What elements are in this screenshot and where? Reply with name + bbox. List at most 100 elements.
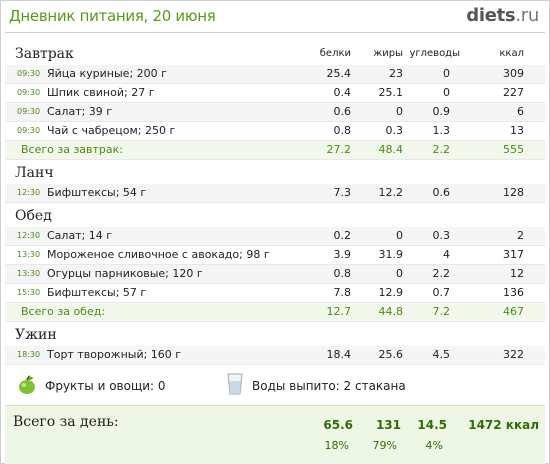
row-carbs: 0.6: [432, 186, 451, 199]
col-head-protein: белки: [319, 48, 351, 59]
row-fat: 25.6: [378, 348, 404, 361]
row-time: 09:30: [17, 88, 41, 97]
row-time: 13:30: [17, 250, 41, 259]
day-total-protein: 65.6: [323, 418, 353, 432]
brand-name: diets: [466, 5, 516, 26]
row-protein: 3.9: [333, 248, 352, 261]
row-carbs: 0.3: [432, 229, 451, 242]
food-row[interactable]: 18:30 Торт творожный; 160 г 18.4 25.6 4.…: [5, 346, 545, 365]
row-fat: 0.3: [385, 124, 404, 137]
meal-name: Завтрак: [15, 46, 74, 62]
col-head-fat: жиры: [373, 48, 403, 59]
row-carbs: 4.5: [432, 348, 451, 361]
brand-logo[interactable]: diets.ru: [466, 5, 539, 26]
row-kcal: 12: [510, 267, 524, 280]
meal-header: Ужин: [5, 322, 545, 346]
row-carbs: 4: [443, 248, 450, 261]
water-drunk-count: Воды выпито: 2 стакана: [252, 379, 406, 393]
row-food[interactable]: Яйца куриные; 200 г: [47, 67, 167, 80]
row-time: 13:30: [17, 269, 41, 278]
meal-header: Завтрак белки жиры углеводы ккал: [5, 41, 545, 65]
food-row[interactable]: 15:30 Бифштексы; 57 г 7.8 12.9 0.7 136: [5, 284, 545, 303]
total-carbs: 2.2: [432, 143, 451, 156]
row-carbs: 0: [443, 67, 450, 80]
row-food[interactable]: Шпик свиной; 27 г: [47, 86, 155, 99]
row-kcal: 136: [503, 286, 524, 299]
day-total-carbs: 14.5: [417, 418, 447, 432]
row-protein: 7.8: [333, 286, 352, 299]
col-head-carbs: углеводы: [409, 48, 460, 59]
fruits-vegetables-count: Фрукты и овощи: 0: [45, 379, 166, 393]
food-row[interactable]: 12:30 Салат; 14 г 0.2 0 0.3 2: [5, 227, 545, 246]
row-food[interactable]: Бифштексы; 54 г: [47, 186, 147, 199]
total-carbs: 7.2: [432, 305, 451, 318]
brand-tld: .ru: [515, 5, 539, 26]
food-row[interactable]: 09:30 Яйца куриные; 200 г 25.4 23 0 309: [5, 65, 545, 84]
meals-list: Завтрак белки жиры углеводы ккал 09:30 Я…: [5, 41, 545, 405]
row-kcal: 309: [503, 67, 524, 80]
extras-row: Фрукты и овощи: 0 Воды выпито: 2 стакана: [5, 365, 545, 405]
row-protein: 7.3: [333, 186, 352, 199]
col-head-kcal: ккал: [499, 48, 524, 59]
row-kcal: 6: [517, 105, 524, 118]
meal-name: Ужин: [15, 327, 57, 343]
row-carbs: 0.9: [432, 105, 451, 118]
food-row[interactable]: 13:30 Мороженое сливочное с авокадо; 98 …: [5, 246, 545, 265]
row-protein: 0.8: [333, 124, 352, 137]
meal-dinner: Обед 12:30 Салат; 14 г 0.2 0 0.3 2 13:30…: [5, 203, 545, 322]
day-total-fat: 131: [375, 418, 401, 432]
row-food[interactable]: Чай с чабрецом; 250 г: [47, 124, 176, 137]
meal-name: Ланч: [15, 165, 54, 181]
row-kcal: 13: [510, 124, 524, 137]
total-protein: 27.2: [326, 143, 352, 156]
day-total-label: Всего за день:: [13, 414, 119, 430]
row-food[interactable]: Торт творожный; 160 г: [47, 348, 182, 361]
row-time: 09:30: [17, 107, 41, 116]
row-food[interactable]: Салат; 39 г: [47, 105, 113, 118]
row-protein: 0.4: [333, 86, 352, 99]
food-row[interactable]: 12:30 Бифштексы; 54 г 7.3 12.2 0.6 128: [5, 184, 545, 203]
row-kcal: 227: [503, 86, 524, 99]
meal-breakfast: Завтрак белки жиры углеводы ккал 09:30 Я…: [5, 41, 545, 160]
row-fat: 12.9: [378, 286, 404, 299]
row-time: 15:30: [17, 288, 41, 297]
row-fat: 0: [396, 105, 403, 118]
row-time: 12:30: [17, 231, 41, 240]
row-food[interactable]: Мороженое сливочное с авокадо; 98 г: [47, 248, 270, 261]
row-fat: 23: [389, 67, 403, 80]
total-protein: 12.7: [326, 305, 352, 318]
food-row[interactable]: 13:30 Огурцы парниковые; 120 г 0.8 0 2.2…: [5, 265, 545, 284]
row-fat: 0: [396, 229, 403, 242]
row-food[interactable]: Салат; 14 г: [47, 229, 113, 242]
meal-total-row: Всего за завтрак: 27.2 48.4 2.2 555: [5, 141, 545, 160]
day-total-kcal: 1472 ккал: [468, 418, 539, 432]
water-glass-icon: [227, 373, 243, 395]
total-fat: 48.4: [378, 143, 404, 156]
row-food[interactable]: Огурцы парниковые; 120 г: [47, 267, 203, 280]
row-fat: 31.9: [378, 248, 404, 261]
row-kcal: 317: [503, 248, 524, 261]
row-kcal: 2: [517, 229, 524, 242]
row-time: 09:30: [17, 69, 41, 78]
page-title: Дневник питания, 20 июня: [9, 7, 216, 25]
row-protein: 0.6: [333, 105, 352, 118]
header: Дневник питания, 20 июня diets.ru: [1, 1, 549, 31]
row-carbs: 0.7: [432, 286, 451, 299]
meal-supper: Ужин 18:30 Торт творожный; 160 г 18.4 25…: [5, 322, 545, 365]
total-kcal: 555: [503, 143, 524, 156]
row-kcal: 322: [503, 348, 524, 361]
row-time: 18:30: [17, 350, 41, 359]
row-protein: 0.2: [333, 229, 352, 242]
day-total-fat-pct: 79%: [372, 439, 397, 452]
meal-name: Обед: [15, 208, 52, 224]
row-fat: 12.2: [378, 186, 404, 199]
meal-total-label: Всего за обед:: [21, 305, 106, 318]
food-row[interactable]: 09:30 Чай с чабрецом; 250 г 0.8 0.3 1.3 …: [5, 122, 545, 141]
row-food[interactable]: Бифштексы; 57 г: [47, 286, 147, 299]
food-row[interactable]: 09:30 Шпик свиной; 27 г 0.4 25.1 0 227: [5, 84, 545, 103]
food-row[interactable]: 09:30 Салат; 39 г 0.6 0 0.9 6: [5, 103, 545, 122]
meal-header: Обед: [5, 203, 545, 227]
row-carbs: 1.3: [432, 124, 451, 137]
day-total-panel: Всего за день: 65.6 131 14.5 1472 ккал 1…: [5, 405, 545, 464]
